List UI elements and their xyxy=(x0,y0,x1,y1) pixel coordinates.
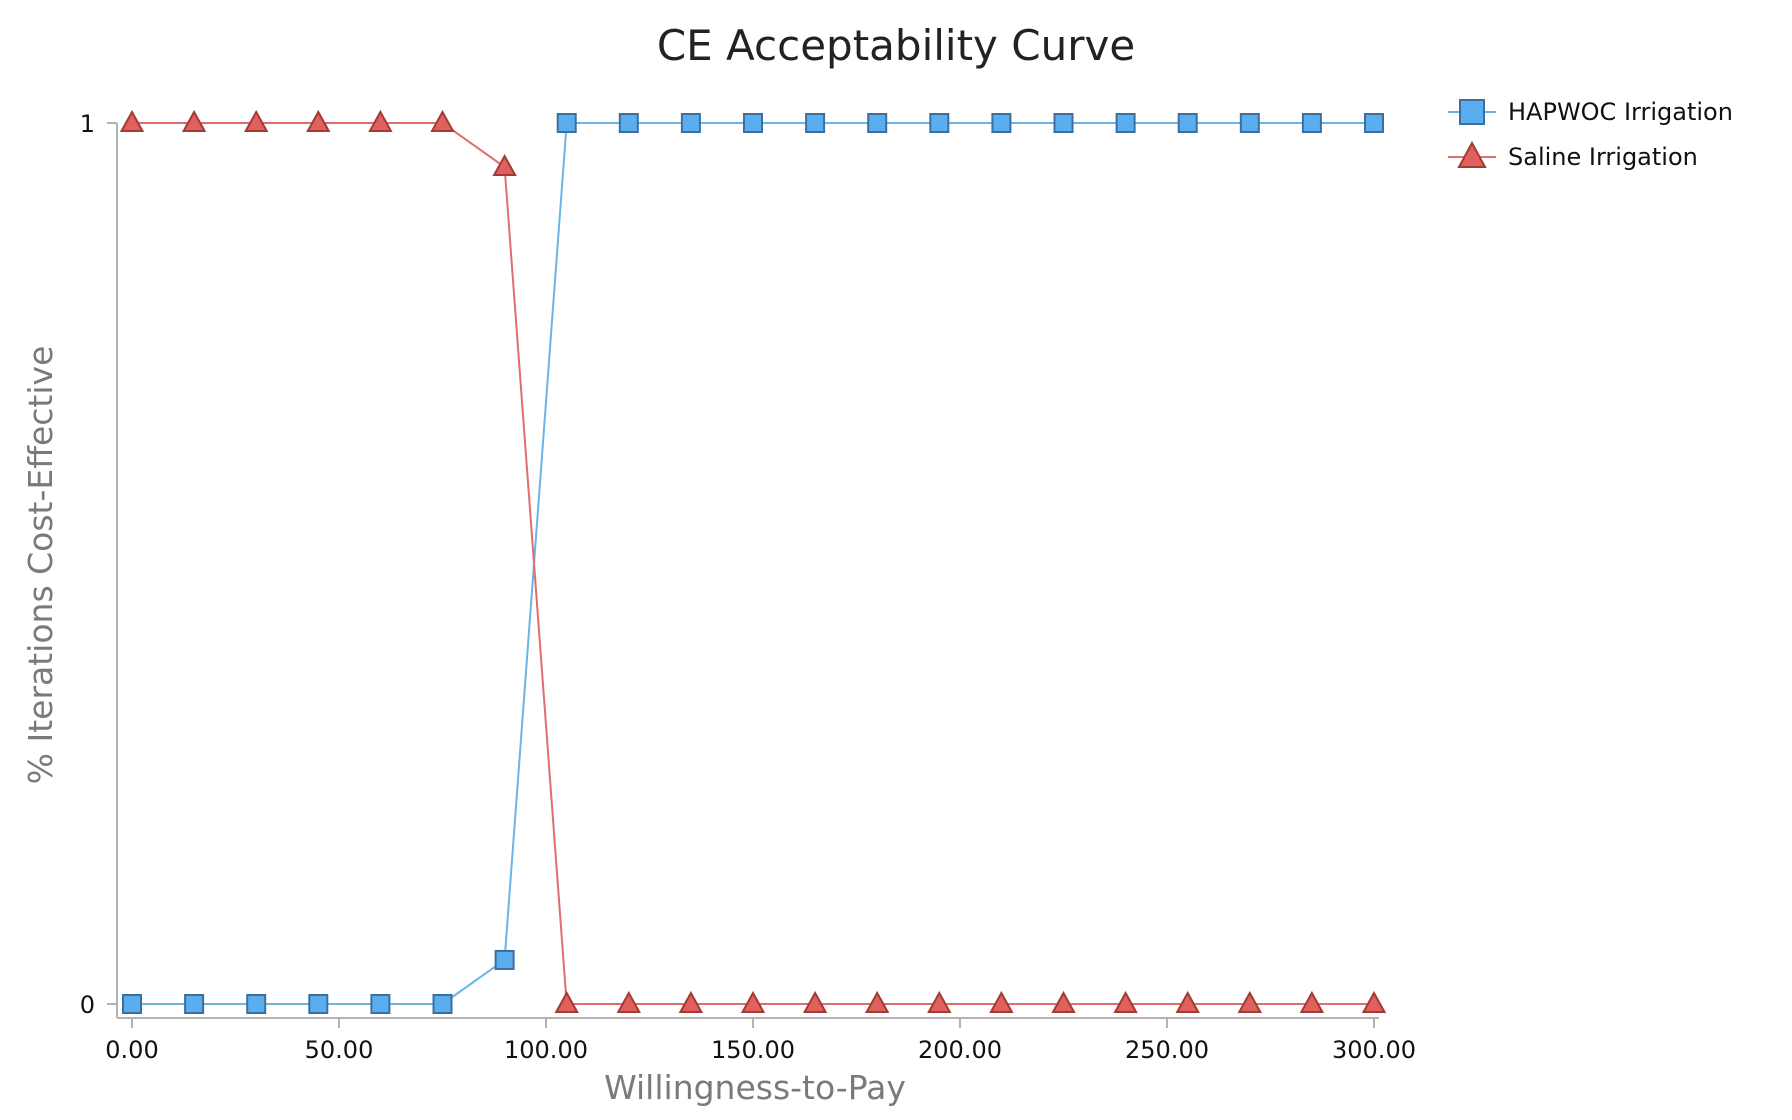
series-hapwoc-irrigation xyxy=(122,113,1384,1014)
data-point-saline-irrigation xyxy=(740,990,766,1013)
data-point-hapwoc-irrigation xyxy=(308,994,329,1014)
legend-label-hapwoc-irrigation: HAPWOC Irrigation xyxy=(1508,98,1733,126)
axes: 0.00 50.00 100.00 150.00 200.00 250.00 300.00 0… xyxy=(80,110,1416,1064)
data-point-hapwoc-irrigation xyxy=(1301,113,1322,133)
data-point-hapwoc-irrigation xyxy=(122,994,142,1014)
data-point-hapwoc-irrigation xyxy=(1239,113,1260,133)
data-point-saline-irrigation xyxy=(989,990,1014,1013)
data-point-saline-irrigation xyxy=(616,990,641,1013)
data-point-saline-irrigation xyxy=(181,109,207,132)
series-saline-irrigation xyxy=(119,109,1387,1013)
data-point-saline-irrigation xyxy=(244,109,269,132)
data-point-saline-irrigation xyxy=(306,109,331,132)
data-point-hapwoc-irrigation xyxy=(743,113,763,133)
data-point-saline-irrigation xyxy=(492,153,517,177)
x-tick-label: 0.00 xyxy=(105,1036,158,1064)
chart-title: CE Acceptability Curve xyxy=(657,21,1135,70)
data-point-saline-irrigation xyxy=(927,990,952,1013)
x-tick-label: 50.00 xyxy=(305,1036,374,1064)
data-point-hapwoc-irrigation xyxy=(1177,113,1198,133)
data-point-saline-irrigation xyxy=(678,990,704,1013)
data-point-saline-irrigation xyxy=(1361,990,1387,1013)
data-point-hapwoc-irrigation xyxy=(184,994,205,1014)
series-line-hapwoc-irrigation xyxy=(132,122,1374,1005)
legend-item-hapwoc-irrigation[interactable]: HAPWOC Irrigation xyxy=(1448,98,1733,126)
data-point-hapwoc-irrigation xyxy=(1364,113,1384,133)
data-point-hapwoc-irrigation xyxy=(246,994,267,1014)
data-point-hapwoc-irrigation xyxy=(1053,113,1074,133)
data-point-hapwoc-irrigation xyxy=(370,994,391,1014)
data-point-hapwoc-irrigation xyxy=(805,113,826,133)
x-tick-label: 250.00 xyxy=(1125,1036,1209,1064)
data-point-saline-irrigation xyxy=(368,109,393,132)
data-point-saline-irrigation xyxy=(1113,990,1138,1013)
y-axis-label: % Iterations Cost-Effective xyxy=(21,346,60,785)
data-point-saline-irrigation xyxy=(119,109,145,132)
data-point-saline-irrigation xyxy=(554,990,579,1013)
legend[interactable]: HAPWOC Irrigation Saline Irrigation xyxy=(1448,98,1733,171)
series-line-saline-irrigation xyxy=(132,122,1374,1005)
data-point-hapwoc-irrigation xyxy=(618,113,639,133)
data-point-saline-irrigation xyxy=(865,990,890,1013)
data-point-saline-irrigation xyxy=(1299,990,1325,1013)
legend-square-icon xyxy=(1459,99,1485,125)
data-point-hapwoc-irrigation xyxy=(867,113,888,133)
data-point-hapwoc-irrigation xyxy=(991,113,1012,133)
data-point-hapwoc-irrigation xyxy=(556,113,577,133)
x-tick-label: 100.00 xyxy=(504,1036,588,1064)
data-point-saline-irrigation xyxy=(802,990,828,1013)
x-axis-label: Willingness-to-Pay xyxy=(604,1068,906,1107)
x-tick-label: 300.00 xyxy=(1332,1036,1416,1064)
data-point-saline-irrigation xyxy=(1175,990,1200,1013)
legend-item-saline-irrigation[interactable]: Saline Irrigation xyxy=(1448,140,1698,171)
data-point-saline-irrigation xyxy=(1051,990,1076,1013)
x-tick-label: 150.00 xyxy=(711,1036,795,1064)
y-tick-label: 1 xyxy=(80,110,95,138)
data-point-hapwoc-irrigation xyxy=(929,113,950,133)
data-point-hapwoc-irrigation xyxy=(1115,113,1136,133)
data-point-saline-irrigation xyxy=(1237,990,1262,1013)
data-point-hapwoc-irrigation xyxy=(494,949,515,970)
data-point-hapwoc-irrigation xyxy=(680,113,701,133)
series-layer xyxy=(119,109,1387,1014)
data-point-hapwoc-irrigation xyxy=(432,994,453,1014)
x-tick-label: 200.00 xyxy=(918,1036,1002,1064)
legend-triangle-icon xyxy=(1457,140,1487,168)
legend-label-saline-irrigation: Saline Irrigation xyxy=(1508,143,1698,171)
data-point-saline-irrigation xyxy=(430,109,455,132)
y-tick-label: 0 xyxy=(80,991,95,1019)
